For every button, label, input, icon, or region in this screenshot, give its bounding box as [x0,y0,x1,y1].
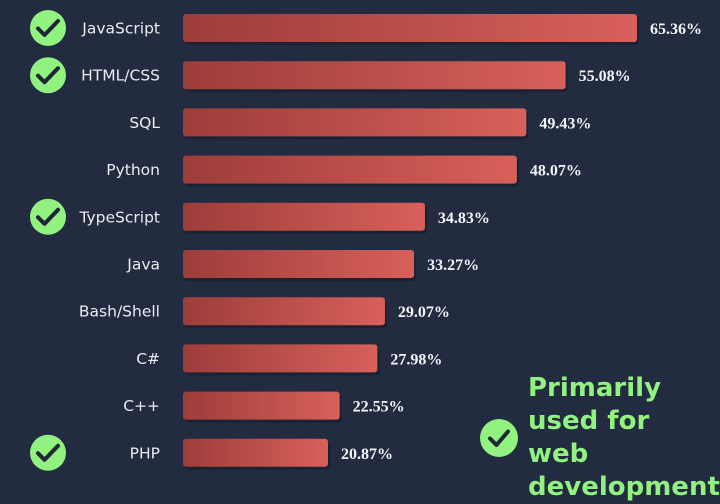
bar-c- [183,344,378,373]
category-label: HTML/CSS [81,67,160,85]
legend: Primarily used for web development [480,372,720,504]
value-label: 49.43% [539,115,591,132]
bar-java [183,250,415,278]
category-label: PHP [130,444,160,462]
value-label: 65.36% [650,21,702,38]
bar-sql [183,108,527,137]
check-circle-icon [30,434,66,471]
value-label: 34.83% [438,210,490,227]
check-circle [30,198,66,235]
check-circle [30,10,66,46]
check-mark [36,443,60,462]
bar-chart: JavaScript 65.36% HTML/CSS 55.08% SQL 49.43% P… [30,10,702,471]
check-circle-icon [30,10,66,46]
check-circle-icon [30,57,66,94]
category-label: TypeScript [78,208,160,226]
category-label: Bash/Shell [79,303,160,321]
bar-python [183,155,517,184]
value-label: 29.07% [398,304,450,321]
check-circle-icon [480,419,518,457]
value-label: 48.07% [530,163,582,180]
value-label: 27.98% [390,351,442,368]
bar-c- [183,391,340,420]
value-label: 33.27% [427,257,479,274]
bar-html-css [183,61,566,90]
category-label: Python [106,161,160,179]
bar-bash-shell [183,297,385,326]
check-circle [30,434,66,471]
category-label: SQL [129,114,160,132]
check-mark [36,66,60,85]
value-label: 22.55% [353,399,405,416]
check-mark [36,19,60,37]
category-label: C++ [123,397,160,415]
value-label: 20.87% [341,446,393,463]
check-mark [36,207,60,226]
bar-javascript [183,14,637,42]
value-label: 55.08% [579,68,631,85]
bar-typescript [183,202,425,231]
legend-text: Primarily used for web development [528,373,720,502]
category-label: C# [136,350,160,368]
check-circle-icon [30,198,66,235]
check-circle [30,57,66,94]
category-label: Java [126,256,160,274]
bar-php [183,438,328,467]
category-label: JavaScript [81,20,160,38]
